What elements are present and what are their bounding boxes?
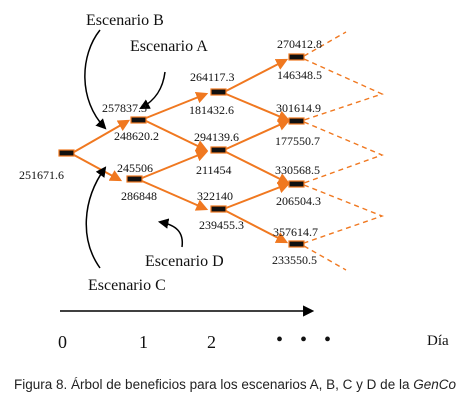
- value-2b-upper: 294139.6: [194, 130, 239, 144]
- value-3a-upper: 270412.8: [277, 37, 322, 51]
- tree-nodes: [58, 53, 305, 248]
- value-1a-upper: 257837.3: [102, 101, 147, 115]
- caption-main: Figura 8. Árbol de beneficios para los e…: [14, 377, 414, 392]
- dash-3d-down: [303, 245, 347, 271]
- branch-1a-up: [145, 91, 209, 119]
- value-3c-lower: 206504.3: [276, 194, 321, 208]
- node-3a: [288, 53, 305, 61]
- value-2a-lower: 181432.6: [189, 103, 234, 117]
- scenario-arrows: [84, 29, 184, 269]
- arrow-scenario-a: [139, 71, 166, 109]
- value-3d-upper: 357614.7: [273, 225, 318, 239]
- figure-caption: Figura 8. Árbol de beneficios para los e…: [14, 376, 464, 393]
- node-2c: [210, 205, 227, 213]
- value-2c-lower: 239455.3: [199, 218, 244, 232]
- value-3c-upper: 330568.5: [275, 163, 320, 177]
- value-2c-upper: 322140: [197, 189, 233, 203]
- axis-unit-label: Día: [427, 333, 449, 349]
- node-3c: [288, 180, 305, 188]
- value-3b-upper: 301614.9: [276, 101, 321, 115]
- branch-2c-up: [225, 181, 291, 209]
- branch-1b-up: [141, 150, 209, 179]
- branch-2b-up: [225, 119, 291, 150]
- axis-ellipsis: • • •: [276, 329, 337, 351]
- value-2b-lower: 211454: [196, 163, 232, 177]
- axis-tick-1: 1: [139, 332, 148, 352]
- node-3d: [288, 240, 305, 248]
- node-3b: [288, 117, 305, 125]
- node-1b: [126, 175, 143, 183]
- arrow-scenario-c: [85, 166, 107, 269]
- dash-3c-down: [303, 184, 385, 244]
- value-3b-lower: 177550.7: [275, 134, 320, 148]
- dash-3a-down: [303, 58, 384, 121]
- value-2a-upper: 264117.3: [190, 70, 235, 84]
- dash-3b-down: [303, 121, 384, 184]
- branch-2c-down: [225, 210, 289, 244]
- node-1a: [130, 116, 147, 124]
- arrow-scenario-b: [84, 29, 107, 130]
- branch-1a-down: [145, 120, 209, 152]
- branch-root-down: [73, 154, 123, 182]
- branch-2a-up: [225, 58, 289, 92]
- caption-italic: GenCo: [413, 377, 456, 392]
- branch-root-up: [73, 119, 131, 153]
- node-values: 251671.6 257837.3 248620.2 245506 286848…: [19, 37, 322, 267]
- axis-tick-0: 0: [58, 332, 67, 352]
- value-1a-lower: 248620.2: [114, 129, 159, 143]
- node-2b: [210, 146, 227, 154]
- value-3d-lower: 233550.5: [272, 253, 317, 267]
- arrow-scenario-d: [157, 218, 184, 248]
- node-root: [58, 149, 75, 157]
- dash-3a-up: [303, 31, 347, 57]
- axis-tick-2: 2: [207, 332, 216, 352]
- value-1b-upper: 245506: [117, 161, 153, 175]
- value-3a-lower: 146348.5: [277, 68, 322, 82]
- scenario-a-label: Escenario A: [130, 38, 208, 55]
- value-1b-lower: 286848: [121, 189, 157, 203]
- scenario-c-label: Escenario C: [88, 277, 166, 294]
- tree-branches: [73, 58, 291, 244]
- branch-2a-down: [225, 93, 291, 122]
- value-root: 251671.6: [19, 168, 64, 182]
- scenario-b-label: Escenario B: [86, 12, 164, 29]
- scenario-d-label: Escenario D: [145, 253, 224, 270]
- branch-2b-down: [225, 151, 291, 185]
- branch-1b-down: [141, 180, 209, 211]
- node-2a: [210, 88, 227, 96]
- tree-continuation: [303, 31, 385, 271]
